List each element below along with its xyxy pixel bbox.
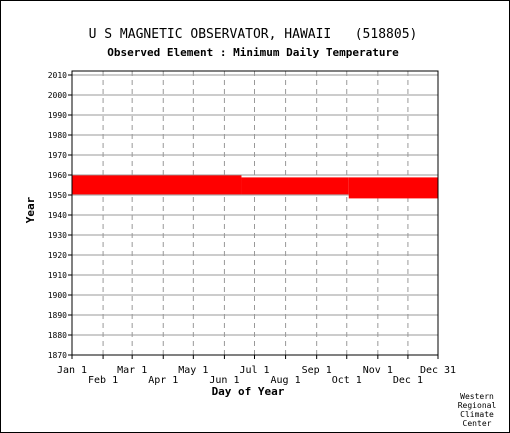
x-tick-label: Jul 1 (239, 365, 269, 376)
x-tick-label: Dec 1 (393, 375, 423, 386)
plot-area (72, 71, 438, 355)
x-tick-label: Nov 1 (363, 365, 393, 376)
y-tick-label: 1890 (48, 311, 67, 320)
y-tick-label: 1960 (48, 171, 67, 180)
y-tick-label: 1950 (48, 191, 67, 200)
x-tick-label: May 1 (178, 365, 208, 376)
chart-subtitle: Observed Element : Minimum Daily Tempera… (107, 46, 399, 59)
x-tick-label: Sep 1 (302, 365, 332, 376)
y-tick-label: 1870 (48, 351, 67, 360)
data-segment (348, 177, 438, 199)
data-segment (241, 177, 349, 195)
credit-line: Climate (460, 410, 494, 419)
x-axis-label: Day of Year (212, 385, 285, 398)
x-tick-label: Oct 1 (332, 375, 362, 386)
y-tick-label: 1880 (48, 331, 67, 340)
data-segment (72, 175, 242, 195)
y-tick-label: 1930 (48, 231, 67, 240)
credit-line: Western (460, 392, 494, 401)
y-tick-label: 1900 (48, 291, 67, 300)
data-layer (72, 175, 438, 199)
x-tick-label: Mar 1 (117, 365, 147, 376)
credit-line: Center (463, 419, 492, 428)
y-tick-label: 2000 (48, 91, 67, 100)
tick-layer: 2010 2000 1990 1980 1970 1960 1950 1940 1930 1920… (48, 71, 456, 386)
x-tick-label: Aug 1 (271, 375, 301, 386)
x-tick-label: Jan 1 (57, 365, 87, 376)
y-tick-label: 1940 (48, 211, 67, 220)
plot-border (71, 70, 439, 356)
y-axis-label: Year (24, 196, 37, 223)
x-tick-label: Jun 1 (209, 375, 239, 386)
y-tick-label: 1990 (48, 111, 67, 120)
y-tick-label: 2010 (48, 71, 67, 80)
y-tick-label: 1980 (48, 131, 67, 140)
x-tick-label: Apr 1 (148, 375, 178, 386)
credit-line: Regional (458, 401, 497, 410)
y-tick-label: 1970 (48, 151, 67, 160)
x-tick-label: Feb 1 (88, 375, 118, 386)
grid-layer (72, 71, 438, 356)
y-tick-label: 1920 (48, 251, 67, 260)
chart-title: U S MAGNETIC OBSERVATOR, HAWAII (518805) (89, 27, 418, 42)
y-tick-label: 1910 (48, 271, 67, 280)
x-tick-label: Dec 31 (420, 365, 456, 376)
